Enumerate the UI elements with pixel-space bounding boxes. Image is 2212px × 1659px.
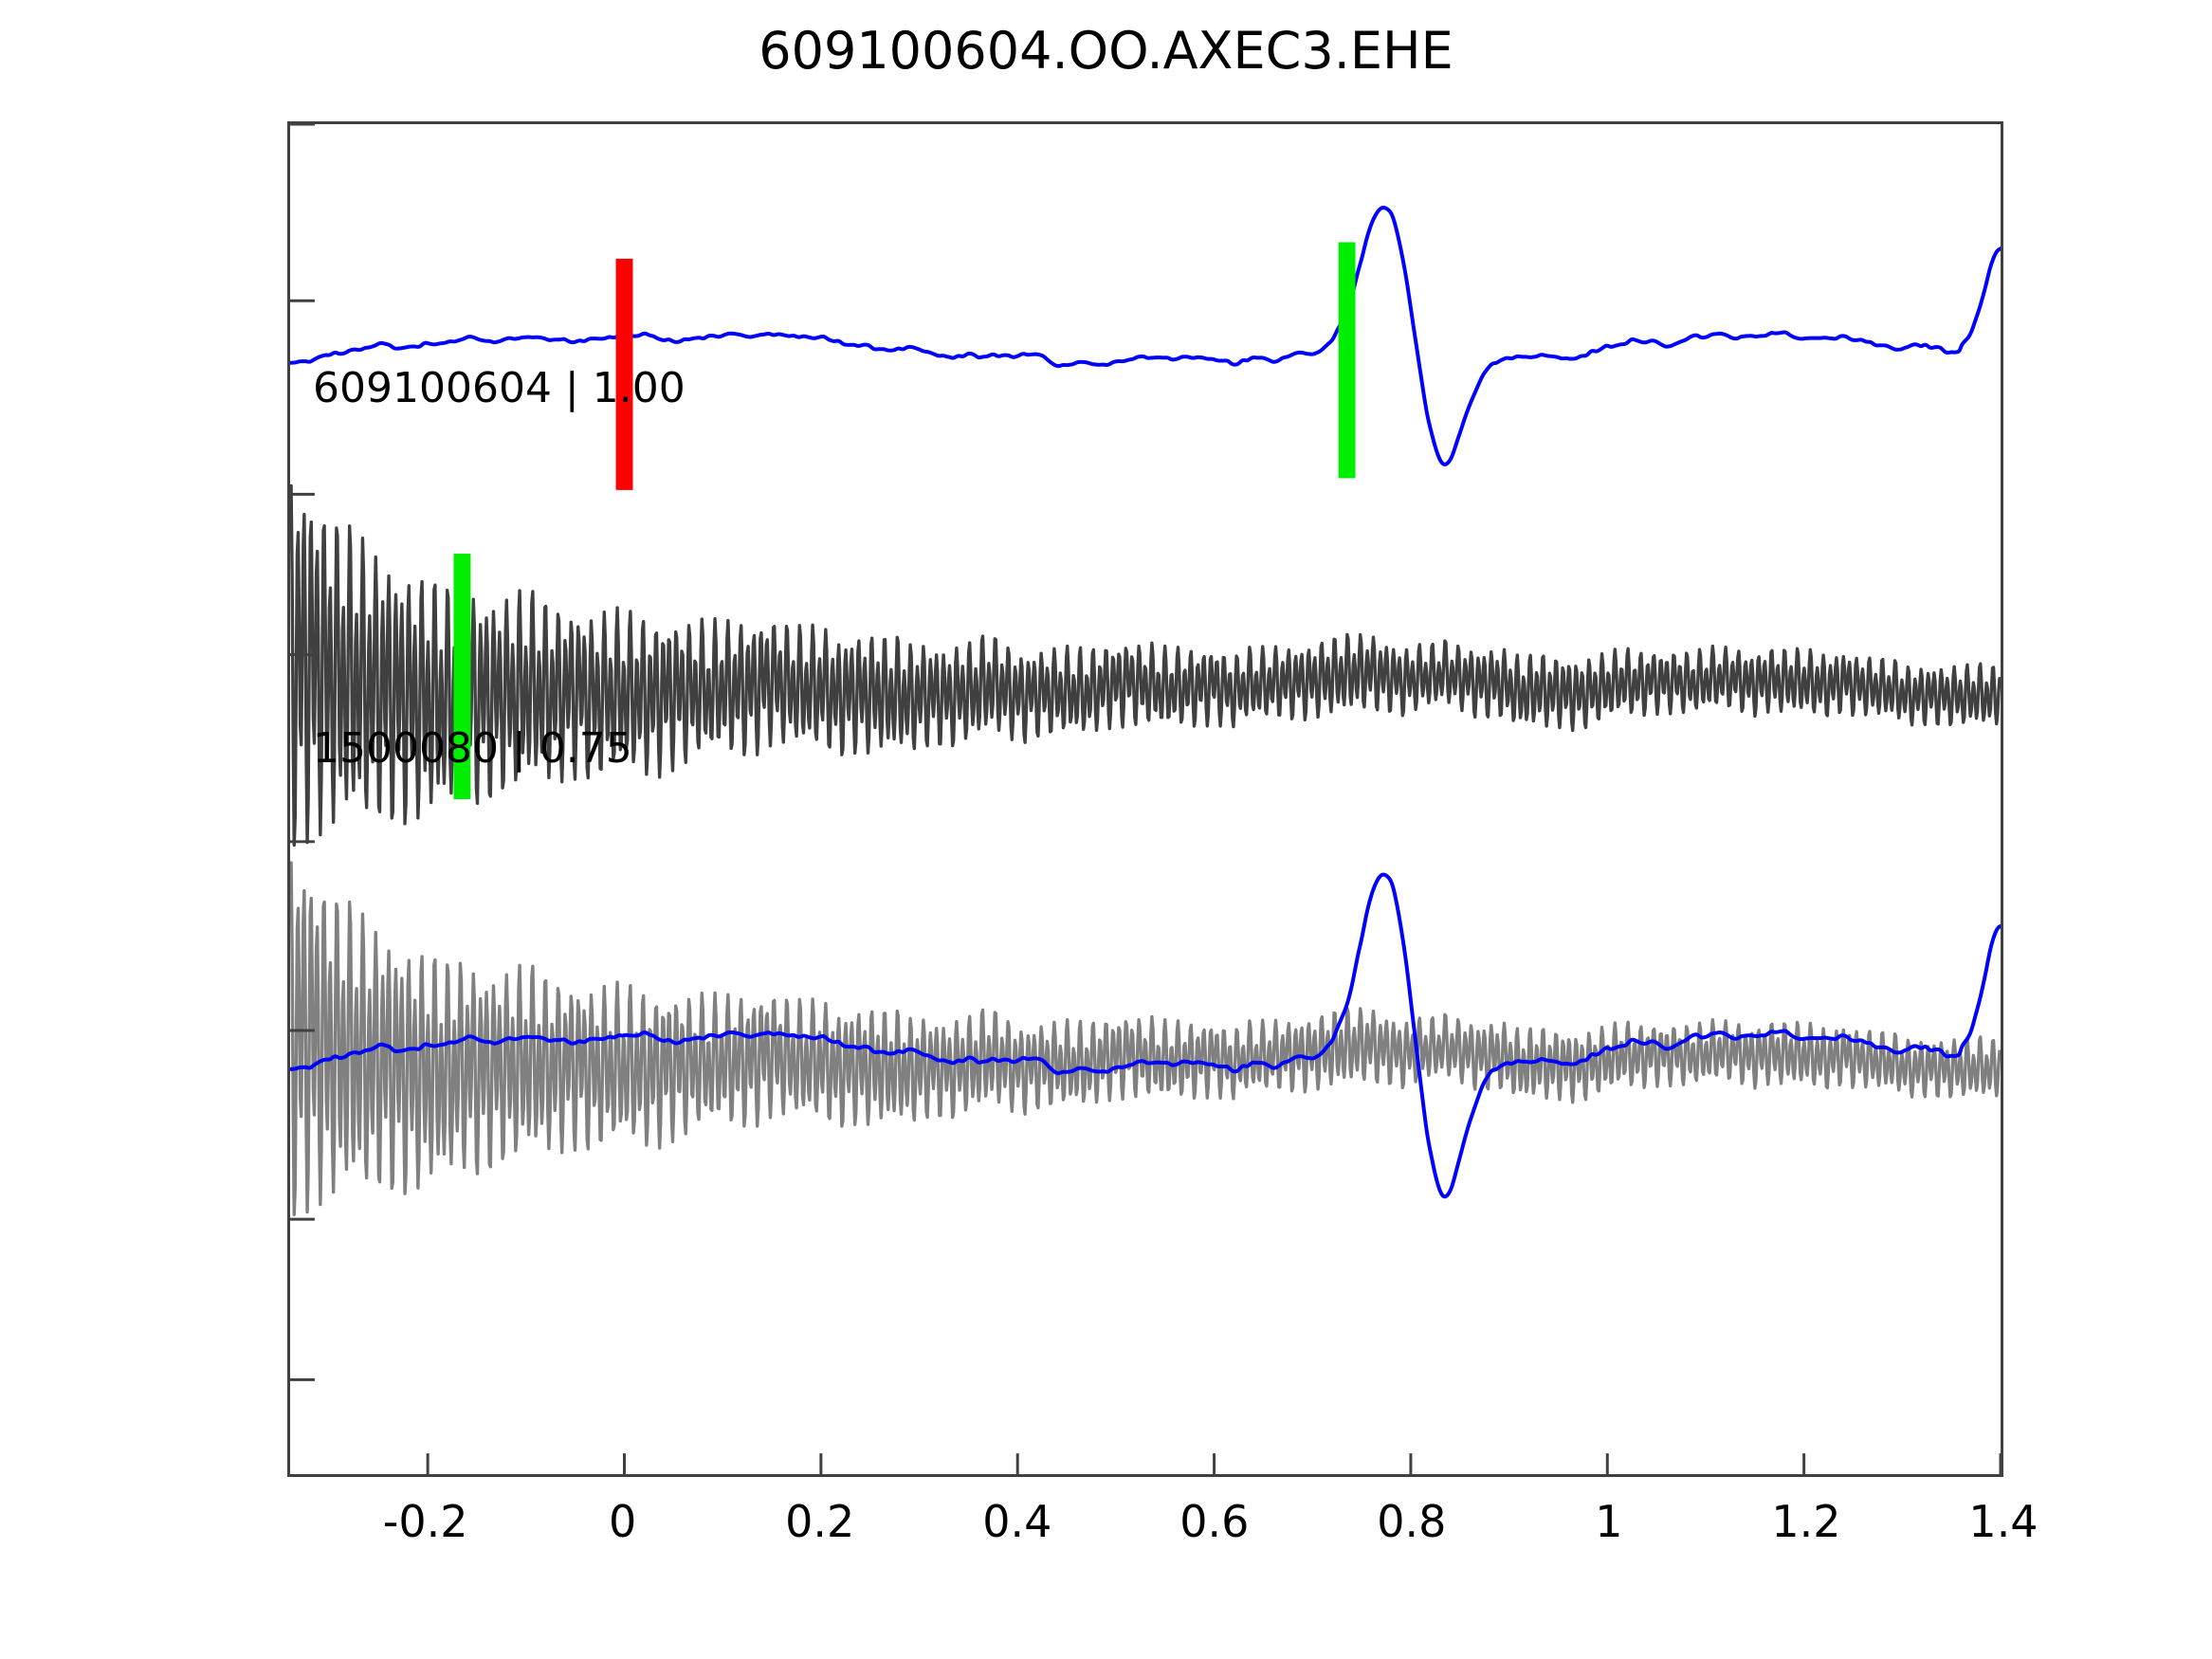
x-axis-tick-label: 1.4: [1968, 1496, 2038, 1547]
trace-label-match: 1500080 | 0.75: [313, 724, 632, 773]
x-axis-tick-label: 1.2: [1771, 1496, 1841, 1547]
pick-green-target: [1338, 242, 1356, 479]
x-axis-tick-label: 0: [609, 1496, 637, 1547]
x-axis-tick-label: 1: [1595, 1496, 1623, 1547]
pick-green-match: [453, 554, 471, 799]
x-axis-tick-label: 0.6: [1179, 1496, 1250, 1547]
x-axis-tick-label: 0.2: [785, 1496, 855, 1547]
x-axis-tick-label: -0.2: [382, 1496, 468, 1547]
trace-label-target: 609100604 | 1.00: [313, 364, 686, 412]
pick-red-target: [615, 258, 633, 490]
plot-area: [287, 121, 2003, 1477]
page-title: 609100604.OO.AXEC3.EHE: [759, 21, 1453, 81]
x-axis-tick-label: 0.8: [1377, 1496, 1447, 1547]
waveform-canvas: [290, 124, 2001, 1474]
x-axis-tick-label: 0.4: [982, 1496, 1052, 1547]
